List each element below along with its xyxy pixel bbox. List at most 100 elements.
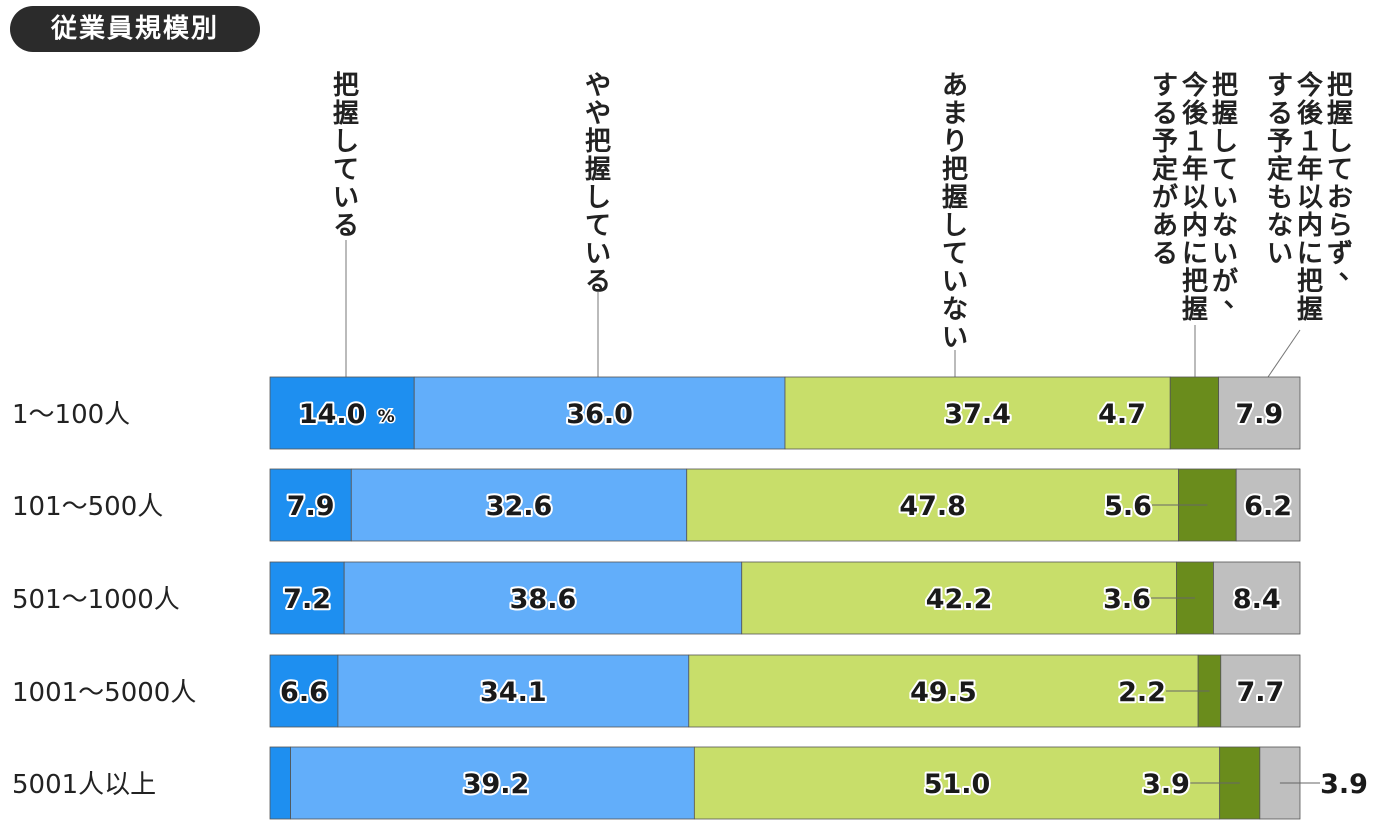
data-label: 8.4 (1233, 584, 1281, 615)
header-5-char: る (1267, 99, 1293, 129)
data-label: 7.9 (1235, 399, 1283, 430)
header-5-char: ら (1327, 211, 1353, 241)
header-1-char: し (333, 127, 359, 157)
header-5-char: １ (1297, 127, 1323, 157)
header-4-char: 、 (1224, 283, 1250, 313)
data-label: 37.4 (944, 399, 1011, 430)
data-label: 47.8 (899, 491, 966, 522)
header-3-char: て (942, 239, 968, 269)
bar-segment-2 (337, 654, 690, 728)
header-1-char: て (333, 155, 359, 185)
header-5-char: 以 (1297, 183, 1323, 213)
header-5-char: 定 (1267, 154, 1293, 185)
header-5-char: も (1267, 183, 1293, 213)
header-4-char: あ (1152, 211, 1178, 241)
header-4-char: 把 (1182, 267, 1208, 297)
bar-segment-1 (269, 376, 415, 450)
header-4-char: 握 (1212, 99, 1238, 129)
data-label: 39.2 (463, 769, 530, 800)
bar-segment-5 (1218, 376, 1301, 450)
header-5-char: 年 (1297, 154, 1323, 185)
bar-segment-1 (269, 561, 345, 635)
header-3-char: あ (942, 71, 968, 101)
data-label: 3.9 (1320, 769, 1368, 800)
data-label: 5.6 (1104, 491, 1152, 522)
header-2-char: 把 (585, 127, 611, 157)
data-label: 14.0 (299, 399, 366, 430)
unit-label: % (378, 407, 395, 427)
header-5-char: 後 (1297, 98, 1324, 129)
category-label: 1〜100人 (12, 400, 130, 430)
header-5-char: し (1327, 127, 1353, 157)
header-2-char: い (585, 239, 611, 269)
header-4-char: が (1152, 182, 1178, 213)
header-2-char: や (585, 99, 611, 129)
data-label: 7.9 (287, 491, 335, 522)
header-3-char: り (942, 127, 968, 157)
data-label: 49.5 (910, 677, 977, 708)
header-5-char: 内 (1297, 211, 1323, 241)
header-4-char: な (1212, 211, 1238, 241)
header-3-char: 握 (942, 183, 968, 213)
header-5-char: い (1267, 239, 1293, 269)
bar-segment-3 (686, 468, 1179, 542)
data-label: 36.0 (566, 399, 633, 430)
header-4-char: す (1152, 71, 1178, 101)
bar-segment-5 (1235, 468, 1301, 542)
chart-title: 従業員規模別 (10, 6, 260, 52)
header-5-char: 握 (1327, 99, 1353, 129)
data-label: 6.2 (1244, 491, 1292, 522)
header-4-char: て (1212, 155, 1238, 185)
category-label: 1001〜5000人 (12, 678, 196, 708)
header-5-char: お (1327, 183, 1353, 213)
header-4-char: し (1212, 127, 1238, 157)
header-4-char: 今 (1182, 70, 1208, 101)
bar-segment-1 (269, 468, 352, 542)
header-4-char: い (1212, 239, 1238, 269)
bar-segment-3 (741, 561, 1177, 635)
header-2-char: や (585, 71, 611, 101)
header-5-char: 予 (1267, 127, 1293, 157)
bar-segment-3 (693, 746, 1221, 820)
header-5-char: 把 (1297, 267, 1323, 297)
header-4-char: 把 (1212, 71, 1238, 101)
header-5-char: 、 (1339, 255, 1365, 285)
header-1-char: い (333, 183, 359, 213)
header-4-char: 予 (1152, 127, 1178, 157)
header-4-char: 定 (1152, 154, 1178, 185)
header-2-char: 握 (585, 155, 611, 185)
header-4-char: 握 (1182, 295, 1208, 325)
header-4-char: る (1152, 99, 1178, 129)
header-4-char: い (1212, 183, 1238, 213)
bar-segment-2 (413, 376, 786, 450)
header-5-char: に (1297, 239, 1323, 269)
bar-segment-2 (343, 561, 743, 635)
data-label: 7.7 (1236, 677, 1284, 708)
bar-segment-5 (1213, 561, 1301, 635)
header-2-char: し (585, 183, 611, 213)
bar-segment-5 (1220, 654, 1301, 728)
header-3-char: し (942, 211, 968, 241)
header-4-char: １ (1182, 127, 1208, 157)
header-3-char: ま (942, 99, 968, 129)
data-label: 3.6 (1103, 584, 1151, 615)
data-label: 34.1 (480, 677, 547, 708)
bar-segment-1 (269, 654, 339, 728)
bar-segment-2 (350, 468, 688, 542)
bar-segment-1 (269, 746, 292, 820)
header-1-char: 把 (333, 71, 359, 101)
bar-segment-3 (688, 654, 1199, 728)
data-label: 3.9 (1142, 769, 1190, 800)
header-1-char: る (333, 211, 359, 241)
data-label: 51.0 (924, 769, 991, 800)
header-5-char: 握 (1297, 295, 1323, 325)
header-5-char: て (1327, 155, 1353, 185)
data-label: 6.6 (280, 677, 328, 708)
header-4-char: 内 (1182, 211, 1208, 241)
header-3-char: い (942, 323, 968, 353)
header-5-char: ず (1327, 239, 1353, 269)
data-label: 2.2 (1118, 677, 1166, 708)
header-3-char: な (942, 295, 968, 325)
header-5-char: す (1267, 71, 1293, 101)
